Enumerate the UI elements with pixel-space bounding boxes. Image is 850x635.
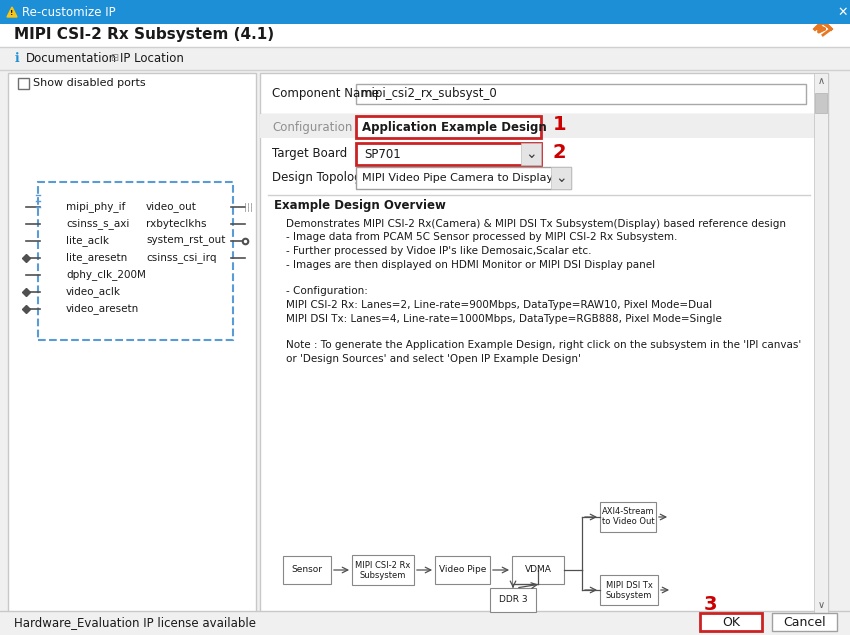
Bar — [551, 167, 571, 189]
Text: ✕: ✕ — [838, 6, 848, 18]
Text: MIPI CSI-2 Rx: Lanes=2, Line-rate=900Mbps, DataType=RAW10, Pixel Mode=Dual: MIPI CSI-2 Rx: Lanes=2, Line-rate=900Mbp… — [286, 300, 712, 310]
Text: Demonstrates MIPI CSI-2 Rx(Camera) & MIPI DSI Tx Subsystem(Display) based refere: Demonstrates MIPI CSI-2 Rx(Camera) & MIP… — [286, 219, 786, 229]
Text: Note : To generate the Application Example Design, right click on the subsystem : Note : To generate the Application Examp… — [286, 340, 802, 351]
Text: video_out: video_out — [146, 201, 197, 213]
Text: ⌄: ⌄ — [555, 171, 567, 185]
Text: Video Pipe: Video Pipe — [439, 566, 486, 575]
Text: MIPI CSI-2 Rx: MIPI CSI-2 Rx — [355, 561, 411, 570]
Text: Design Topology: Design Topology — [272, 171, 369, 185]
Text: ∧: ∧ — [818, 76, 824, 86]
Polygon shape — [7, 7, 17, 17]
Bar — [435, 556, 490, 584]
Text: IP Location: IP Location — [120, 51, 184, 65]
Text: lite_aresetn: lite_aresetn — [66, 253, 128, 264]
Text: rxbyteclkhs: rxbyteclkhs — [146, 219, 207, 229]
Text: Target Board: Target Board — [272, 147, 348, 161]
Text: Subsystem: Subsystem — [360, 570, 406, 580]
Bar — [283, 556, 331, 584]
Text: Configuration: Configuration — [272, 121, 353, 133]
Text: system_rst_out: system_rst_out — [146, 236, 225, 246]
Text: video_aclk: video_aclk — [66, 286, 121, 297]
Text: OK: OK — [722, 615, 740, 629]
Bar — [356, 84, 806, 104]
Text: Subsystem: Subsystem — [606, 591, 652, 599]
Text: 3: 3 — [704, 596, 717, 615]
Text: - Image data from PCAM 5C Sensor processed by MIPI CSI-2 Rx Subsystem.: - Image data from PCAM 5C Sensor process… — [286, 232, 677, 243]
Text: csinss_csi_irq: csinss_csi_irq — [146, 253, 217, 264]
Bar — [512, 556, 564, 584]
Text: MIPI Video Pipe Camera to Display: MIPI Video Pipe Camera to Display — [362, 173, 553, 183]
Text: VDMA: VDMA — [524, 566, 552, 575]
Text: ⊟: ⊟ — [110, 53, 118, 63]
Text: !: ! — [10, 10, 14, 16]
Bar — [352, 555, 414, 585]
Text: 2: 2 — [553, 142, 567, 161]
Bar — [772, 613, 837, 631]
Text: video_aresetn: video_aresetn — [66, 304, 139, 314]
Bar — [260, 114, 828, 138]
Text: ⌄: ⌄ — [525, 147, 537, 161]
Bar — [356, 143, 541, 165]
Bar — [356, 167, 571, 189]
Bar — [38, 182, 233, 340]
Text: MIPI DSI Tx: MIPI DSI Tx — [605, 580, 653, 589]
Bar — [0, 24, 850, 47]
Text: Re-customize IP: Re-customize IP — [22, 6, 116, 18]
Text: SP701: SP701 — [364, 147, 400, 161]
Bar — [260, 73, 828, 613]
Bar — [490, 588, 536, 612]
Bar — [521, 143, 541, 165]
Text: Cancel: Cancel — [783, 615, 826, 629]
Bar — [815, 93, 827, 113]
Bar — [356, 116, 541, 138]
Text: or 'Design Sources' and select 'Open IP Example Design': or 'Design Sources' and select 'Open IP … — [286, 354, 581, 364]
Text: Show disabled ports: Show disabled ports — [33, 79, 145, 88]
Text: Sensor: Sensor — [292, 566, 322, 575]
Bar — [0, 0, 850, 24]
Text: mipi_csi2_rx_subsyst_0: mipi_csi2_rx_subsyst_0 — [361, 88, 498, 100]
Text: 1: 1 — [553, 116, 567, 135]
Text: Component Name: Component Name — [272, 88, 379, 100]
Text: Documentation: Documentation — [26, 51, 117, 65]
Bar — [18, 78, 29, 89]
Text: ℹ: ℹ — [15, 51, 20, 65]
Text: lite_aclk: lite_aclk — [66, 236, 109, 246]
Text: csinss_s_axi: csinss_s_axi — [66, 218, 129, 229]
Text: dphy_clk_200M: dphy_clk_200M — [66, 269, 146, 281]
Text: Application Example Design: Application Example Design — [362, 121, 547, 133]
Text: Example Design Overview: Example Design Overview — [274, 199, 446, 211]
Bar — [600, 502, 656, 532]
Bar — [8, 73, 256, 613]
Text: MIPI CSI-2 Rx Subsystem (4.1): MIPI CSI-2 Rx Subsystem (4.1) — [14, 27, 274, 43]
Text: - Images are then displayed on HDMI Monitor or MIPI DSI Display panel: - Images are then displayed on HDMI Moni… — [286, 260, 655, 269]
Text: DDR 3: DDR 3 — [499, 596, 527, 605]
Text: AXI4-Stream: AXI4-Stream — [602, 507, 654, 516]
Text: Hardware_Evaluation IP license available: Hardware_Evaluation IP license available — [14, 617, 256, 629]
Bar — [700, 613, 762, 631]
Text: mipi_phy_if: mipi_phy_if — [66, 201, 125, 213]
Bar — [814, 73, 828, 613]
Text: MIPI DSI Tx: Lanes=4, Line-rate=1000Mbps, DataType=RGB888, Pixel Mode=Single: MIPI DSI Tx: Lanes=4, Line-rate=1000Mbps… — [286, 314, 722, 323]
Text: - Configuration:: - Configuration: — [286, 286, 368, 297]
Bar — [0, 611, 850, 635]
Text: to Video Out: to Video Out — [602, 518, 654, 526]
Bar — [600, 575, 658, 605]
Text: - Further processed by Vidoe IP's like Demosaic,Scalar etc.: - Further processed by Vidoe IP's like D… — [286, 246, 592, 256]
Text: ∨: ∨ — [818, 600, 824, 610]
